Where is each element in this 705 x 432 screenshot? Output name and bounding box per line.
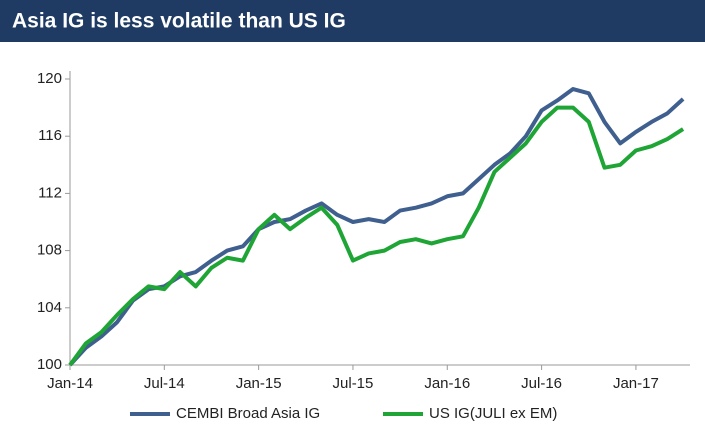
x-tick-label: Jan-17: [613, 375, 659, 392]
x-tick-label: Jul-15: [333, 375, 374, 392]
series-line: [68, 105, 685, 367]
title-bar: [0, 0, 705, 42]
x-tick-label: Jan-14: [47, 375, 93, 392]
y-tick-label: 112: [38, 184, 62, 201]
x-tick-label: Jul-14: [144, 375, 185, 392]
y-tick-label: 120: [37, 70, 62, 87]
x-tick-label: Jul-16: [521, 375, 562, 392]
x-tick-label: Jan-15: [236, 375, 282, 392]
y-tick-label: 116: [38, 127, 62, 144]
y-tick-label: 108: [37, 242, 62, 259]
y-tick-label: 104: [37, 299, 62, 316]
y-tick-label: 100: [37, 356, 62, 373]
legend-label: US IG(JULI ex EM): [429, 405, 557, 422]
x-tick-label: Jan-16: [424, 375, 470, 392]
legend-label: CEMBI Broad Asia IG: [176, 405, 320, 422]
chart-title: Asia IG is less volatile than US IG: [12, 10, 346, 33]
